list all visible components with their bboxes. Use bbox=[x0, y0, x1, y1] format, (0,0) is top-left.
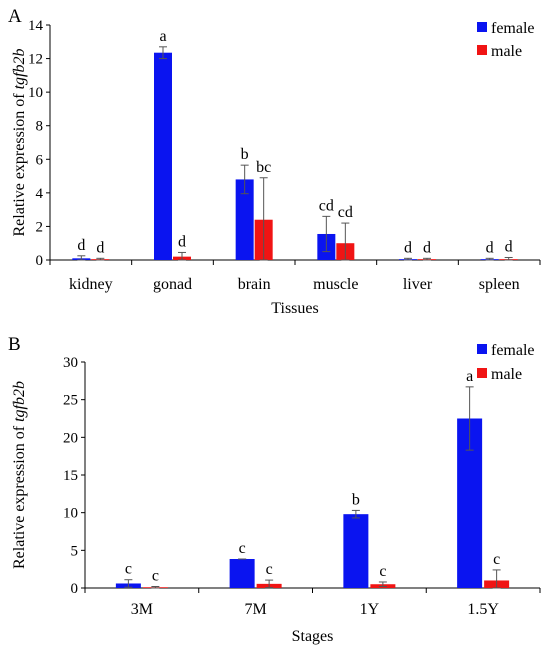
y-tick-label: 20 bbox=[63, 430, 78, 446]
significance-label: c bbox=[239, 540, 246, 557]
y-tick-label: 15 bbox=[63, 468, 78, 484]
significance-label: cd bbox=[338, 204, 353, 221]
legend-swatch-male bbox=[477, 45, 487, 55]
y-axis-title: Relative expression of tgfb2b bbox=[11, 381, 28, 569]
significance-label: d bbox=[404, 239, 412, 256]
bar-female bbox=[154, 52, 172, 261]
significance-label: d bbox=[77, 237, 85, 254]
legend-swatch-female bbox=[477, 344, 487, 354]
y-tick-label: 25 bbox=[63, 393, 78, 409]
panel-label: A bbox=[8, 6, 22, 27]
y-axis-title-gene: tgfb2b bbox=[11, 49, 28, 90]
x-category-label: brain bbox=[238, 276, 271, 293]
y-tick-label: 10 bbox=[28, 85, 43, 101]
y-tick-label: 6 bbox=[36, 152, 44, 168]
legend-label-male: male bbox=[491, 366, 522, 383]
y-tick-label: 12 bbox=[28, 52, 43, 68]
legend-label-female: female bbox=[491, 20, 535, 37]
bar-female bbox=[235, 179, 254, 260]
y-tick-label: 0 bbox=[36, 253, 44, 269]
x-category-label: 1.5Y bbox=[467, 601, 499, 618]
y-tick-label: 5 bbox=[71, 543, 79, 559]
significance-label: d bbox=[423, 239, 431, 256]
significance-label: a bbox=[466, 368, 473, 385]
x-category-label: spleen bbox=[479, 276, 520, 293]
x-category-label: 1Y bbox=[360, 601, 380, 618]
legend-swatch-female bbox=[477, 22, 487, 32]
y-tick-label: 0 bbox=[71, 581, 79, 597]
y-axis-title-text: Relative expression of bbox=[11, 89, 28, 236]
significance-label: c bbox=[152, 567, 159, 584]
y-tick-label: 2 bbox=[36, 219, 44, 235]
y-tick-label: 4 bbox=[36, 186, 44, 202]
y-axis-title-gene: tgfb2b bbox=[11, 381, 28, 422]
x-category-label: muscle bbox=[313, 276, 358, 293]
y-tick-label: 30 bbox=[63, 355, 78, 371]
x-category-label: 3M bbox=[131, 601, 153, 618]
bar-female bbox=[229, 558, 255, 588]
significance-label: bc bbox=[256, 159, 271, 176]
y-tick-label: 10 bbox=[63, 506, 78, 522]
legend-label-female: female bbox=[491, 342, 535, 359]
y-tick-label: 8 bbox=[36, 119, 44, 135]
significance-label: b bbox=[241, 146, 249, 163]
significance-label: c bbox=[266, 561, 273, 578]
x-axis-title: Tissues bbox=[271, 300, 318, 317]
x-category-label: kidney bbox=[69, 276, 113, 293]
bar-female bbox=[343, 514, 369, 588]
x-category-label: liver bbox=[403, 276, 433, 293]
x-category-label: gonad bbox=[153, 276, 192, 293]
panel-b-chart: B 0 5 10 15 20 25 30 3M c c 7M c c 1Y b c 1.5Y a c Stages Rel… bbox=[8, 334, 541, 645]
significance-label: d bbox=[96, 239, 104, 256]
y-axis-title: Relative expression of tgfb2b bbox=[11, 49, 28, 237]
significance-label: d bbox=[505, 238, 513, 255]
y-axis-title-text: Relative expression of bbox=[11, 422, 28, 569]
legend-swatch-male bbox=[477, 368, 487, 378]
significance-label: b bbox=[352, 491, 360, 508]
significance-label: c bbox=[379, 563, 386, 580]
significance-label: c bbox=[493, 551, 500, 568]
legend-label-male: male bbox=[491, 43, 522, 60]
x-category-label: 7M bbox=[245, 601, 267, 618]
significance-label: c bbox=[125, 561, 132, 578]
significance-label: cd bbox=[319, 197, 334, 214]
panel-label: B bbox=[8, 334, 21, 355]
significance-label: d bbox=[178, 233, 186, 250]
y-tick-label: 14 bbox=[28, 18, 44, 34]
significance-label: d bbox=[486, 239, 494, 256]
x-axis-title: Stages bbox=[292, 628, 334, 645]
significance-label: a bbox=[159, 28, 166, 45]
